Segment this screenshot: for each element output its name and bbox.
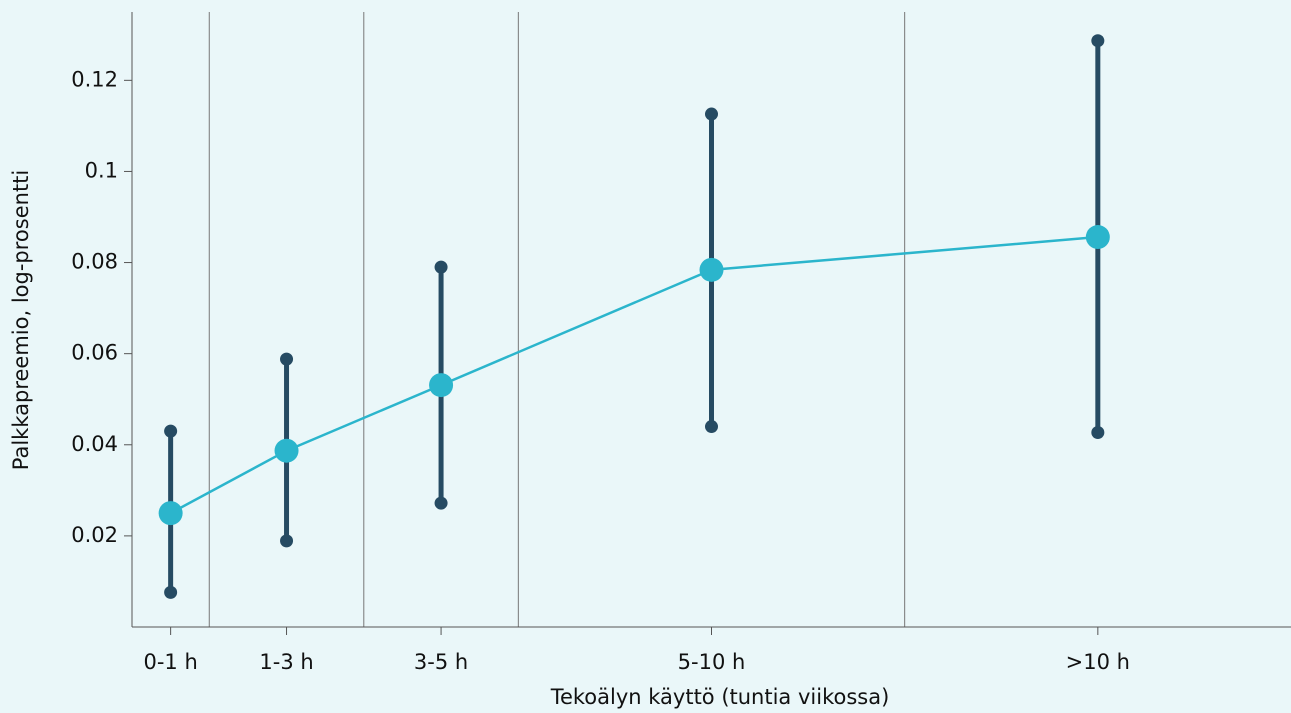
y-tick-label: 0.02 — [71, 523, 118, 547]
x-tick-label: 5-10 h — [678, 650, 746, 674]
y-tick-label: 0.1 — [85, 158, 118, 182]
error-cap-low — [164, 585, 178, 599]
error-cap-high — [1091, 34, 1105, 48]
x-tick-label: >10 h — [1066, 650, 1130, 674]
y-tick-label: 0.08 — [71, 250, 118, 274]
point — [158, 501, 183, 526]
error-cap-high — [705, 107, 718, 121]
y-tick-label: 0.12 — [71, 67, 118, 91]
error-cap-high — [280, 352, 294, 366]
point — [429, 373, 454, 398]
error-cap-low — [280, 534, 294, 548]
line — [170, 235, 1098, 515]
error-cap-high — [164, 424, 178, 438]
point — [274, 438, 299, 463]
error-cap-low — [434, 496, 448, 510]
error-cap-low — [705, 420, 718, 434]
x-axis-label: Tekoälyn käyttö (tuntia viikossa) — [550, 685, 890, 709]
y-tick-label: 0.06 — [71, 341, 118, 365]
point — [699, 257, 724, 282]
y-tick-label: 0.04 — [71, 432, 118, 456]
x-tick-label: 0-1 h — [143, 650, 197, 674]
x-tick-label: 1-3 h — [259, 650, 313, 674]
x-tick-label: 3-5 h — [414, 650, 468, 674]
error-cap-high — [434, 260, 448, 274]
point — [1085, 225, 1110, 250]
error-cap-low — [1091, 425, 1105, 439]
y-axis-label: Palkkapreemio, log-prosentti — [9, 170, 33, 471]
